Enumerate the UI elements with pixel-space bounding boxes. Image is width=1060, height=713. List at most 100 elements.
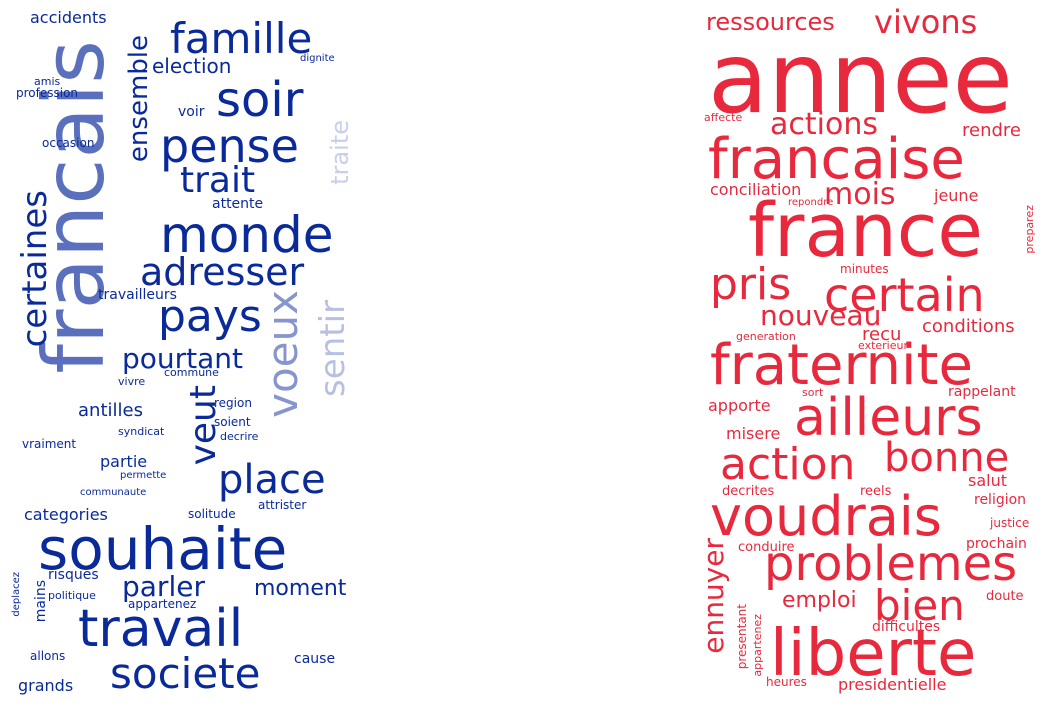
word-sentir: sentir [313, 300, 350, 397]
word-accidents: accidents [30, 8, 107, 27]
word-allons: allons [30, 649, 66, 663]
word-appartenez: appartenez [751, 614, 764, 677]
word-rappelant: rappelant [948, 384, 1016, 400]
word-prochain: prochain [966, 536, 1027, 552]
word-region: region [214, 396, 252, 410]
word-pourtant: pourtant [122, 342, 244, 375]
word-ailleurs: ailleurs [794, 388, 983, 448]
word-attrister: attrister [258, 498, 307, 512]
word-france: france [748, 188, 983, 274]
word-appartenez: appartenez [128, 597, 197, 611]
word-famille: famille [170, 14, 313, 63]
word-pense: pense [160, 119, 299, 173]
word-conditions: conditions [922, 316, 1015, 337]
word-travail: travail [78, 599, 244, 659]
word-commune: commune [164, 366, 219, 379]
word-jeune: jeune [934, 186, 979, 205]
word-problemes: problemes [764, 536, 1018, 592]
word-deplacez: deplacez [11, 572, 22, 617]
word-soir: soir [216, 72, 304, 128]
word-categories: categories [24, 505, 108, 524]
word-risques: risques [48, 567, 99, 583]
word-souhaite: souhaite [38, 515, 288, 583]
word-attente: attente [212, 196, 264, 212]
word-annee: annee [708, 22, 1013, 136]
word-ressources: ressources [706, 8, 835, 36]
word-conduire: conduire [738, 540, 795, 555]
word-partie: partie [100, 452, 148, 471]
word-cloud-right: annee france francaise fraternite liberte vou… [700, 0, 1040, 713]
word-bien: bien [874, 581, 965, 630]
word-fraternite: fraternite [710, 333, 973, 398]
word-cloud-left: francais souhaite travail monde famille soir p… [10, 0, 350, 713]
word-cause: cause [294, 651, 336, 667]
word-ennuyer: ennuyer [700, 538, 730, 654]
word-place: place [218, 457, 326, 503]
word-presidentielle: presidentielle [838, 675, 947, 694]
word-salut: salut [968, 471, 1007, 490]
word-adresser: adresser [140, 250, 305, 294]
word-politique: politique [48, 589, 96, 602]
word-francaise: francaise [708, 127, 965, 192]
word-repondre: repondre [788, 197, 834, 208]
word-election: election [152, 54, 232, 78]
word-liberte: liberte [770, 617, 977, 691]
word-vivons: vivons [874, 3, 978, 41]
word-difficultes: difficultes [872, 619, 941, 635]
word-pris: pris [710, 259, 792, 310]
word-recu: recu [862, 324, 902, 345]
word-emploi: emploi [782, 588, 857, 613]
word-profession: profession [16, 86, 79, 100]
word-heures: heures [766, 675, 807, 689]
word-apporte: apporte [708, 396, 771, 415]
word-decrites: decrites [722, 484, 775, 499]
word-syndicat: syndicat [118, 425, 165, 438]
word-communaute: communaute [80, 487, 147, 498]
word-travailleurs: travailleurs [98, 287, 177, 303]
word-trait: trait [180, 160, 256, 201]
word-action: action [720, 439, 856, 490]
word-exterieur: exterieur [858, 339, 909, 352]
word-minutes: minutes [840, 262, 889, 276]
word-grands: grands [18, 676, 74, 695]
word-mois: mois [824, 177, 896, 212]
word-misere: misere [726, 424, 781, 443]
word-voudrais: voudrais [710, 485, 942, 548]
word-religion: religion [974, 492, 1027, 508]
word-dignite: dignite [300, 53, 335, 64]
word-traite: traite [326, 120, 350, 185]
word-presentant: presentant [735, 604, 749, 670]
word-doute: doute [986, 589, 1024, 604]
word-solitude: solitude [188, 507, 236, 521]
word-societe: societe [110, 649, 261, 698]
word-pays: pays [158, 291, 262, 342]
word-bonne: bonne [884, 435, 1010, 481]
word-mains: mains [33, 580, 49, 623]
word-monde: monde [160, 206, 334, 264]
word-certain: certain [824, 268, 985, 322]
word-voir: voir [178, 104, 205, 120]
word-amis: amis [34, 75, 61, 88]
word-decrire: decrire [220, 430, 259, 443]
word-actions: actions [770, 107, 878, 142]
word-conciliation: conciliation [710, 180, 802, 199]
word-soient: soient [214, 415, 251, 429]
word-permette: permette [120, 470, 167, 481]
word-sort: sort [802, 386, 824, 399]
word-reels: reels [860, 484, 892, 499]
word-affecte: affecte [704, 111, 743, 124]
word-vraiment: vraiment [22, 437, 77, 451]
word-moment: moment [254, 576, 347, 601]
word-vivre: vivre [118, 375, 146, 388]
word-certaines: certaines [15, 190, 55, 348]
word-generation: generation [736, 330, 796, 343]
word-rendre: rendre [962, 120, 1021, 141]
word-justice: justice [990, 516, 1030, 530]
word-ensemble: ensemble [124, 35, 154, 163]
word-voeux: voeux [258, 290, 307, 418]
word-occasion: occasion [42, 136, 95, 150]
word-preparez: preparez [1023, 205, 1036, 254]
word-nouveau: nouveau [760, 299, 882, 332]
word-antilles: antilles [78, 400, 143, 421]
word-parler: parler [122, 570, 205, 603]
